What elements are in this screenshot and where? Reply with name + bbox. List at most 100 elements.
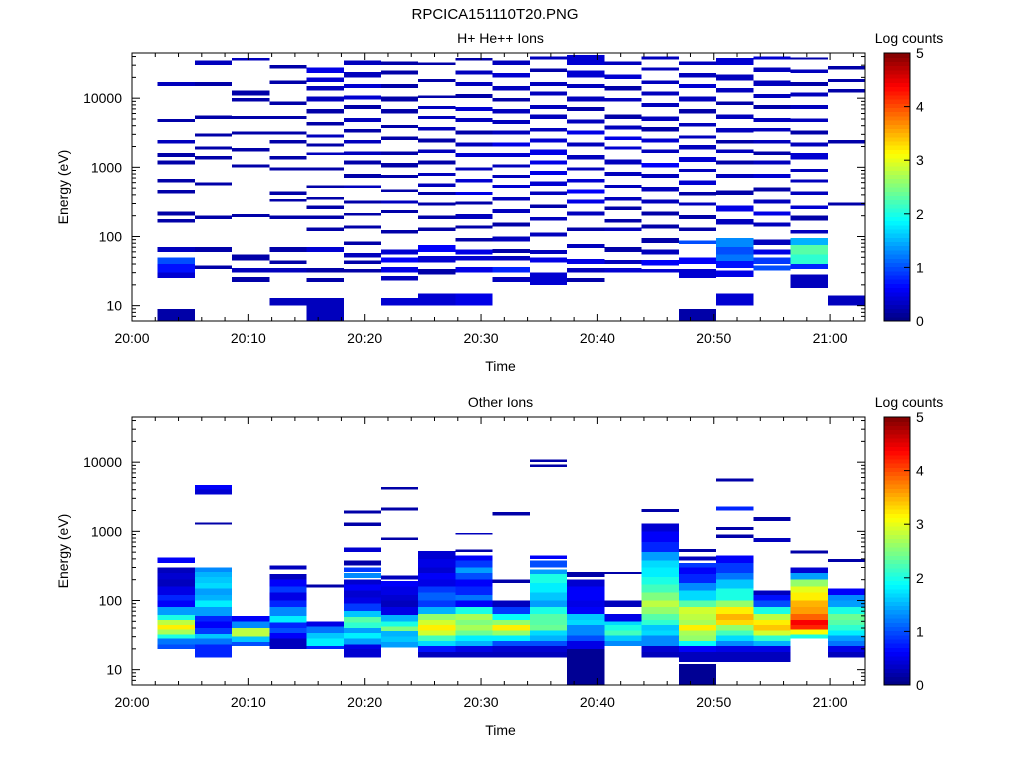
colorbar-step (884, 220, 910, 226)
heatmap-cell (157, 211, 195, 216)
heatmap-cell (567, 630, 605, 636)
heatmap-cell (232, 214, 270, 218)
heatmap-cell (343, 584, 381, 591)
heatmap-cell (827, 78, 865, 83)
heatmap-cell (492, 579, 530, 583)
heatmap-cell (604, 125, 642, 130)
heatmap-cell (492, 635, 530, 641)
heatmap-cell (194, 633, 233, 639)
heatmap-cell (343, 104, 381, 109)
heatmap-cell (492, 86, 530, 91)
heatmap-cell (455, 640, 493, 646)
colorbar-frame (883, 416, 911, 686)
heatmap-cell (418, 620, 456, 626)
colorbar-step (884, 312, 910, 318)
heatmap-cell (529, 68, 568, 72)
colorbar-step (884, 446, 910, 452)
colorbar-step (884, 496, 910, 502)
heatmap-cell (529, 635, 568, 641)
heatmap-cell (194, 247, 233, 252)
heatmap-cell (753, 56, 791, 60)
heatmap-cell (380, 600, 419, 608)
heatmap-cell (641, 560, 679, 568)
colorbar-step (884, 241, 910, 247)
heatmap-cell (455, 58, 493, 61)
heatmap-cell (567, 96, 605, 102)
heatmap-cell (790, 82, 828, 86)
heatmap-cell (716, 74, 754, 81)
heatmap-cell (567, 189, 605, 194)
heatmap-cell (716, 128, 754, 133)
heatmap-cell (343, 95, 381, 100)
heatmap-cell (194, 638, 233, 645)
heatmap-cell (790, 153, 828, 160)
colorbar-step (884, 534, 910, 540)
colorbar-step (884, 199, 910, 205)
colorbar-step (884, 521, 910, 527)
heatmap-cell (306, 143, 344, 147)
heatmap-cell (641, 584, 679, 593)
heatmap-cell (380, 537, 419, 540)
heatmap-cell (418, 227, 456, 232)
heatmap-cell (678, 108, 717, 114)
heatmap-cell (343, 579, 381, 585)
heatmap-cell (269, 116, 307, 119)
heatmap-cell (380, 163, 419, 168)
heatmap-cell (492, 645, 530, 652)
heatmap-cell (567, 199, 605, 204)
heatmap-cell (380, 631, 419, 637)
heatmap-cell (380, 229, 419, 234)
heatmap-cell (194, 621, 233, 629)
heatmap-cell (157, 264, 195, 273)
colorbar-step (884, 233, 910, 238)
colorbar-step (884, 90, 910, 96)
colorbar-step (884, 65, 910, 71)
heatmap-cell (604, 218, 642, 223)
heatmap-cell (194, 522, 233, 525)
colorbar-step (884, 182, 910, 188)
heatmap-cell (269, 131, 307, 135)
heatmap-cell (306, 584, 344, 588)
heatmap-cell (232, 164, 270, 168)
colorbar-step (884, 454, 910, 460)
heatmap-cell (641, 600, 679, 608)
colorbar-step (884, 622, 910, 627)
heatmap-cell (269, 139, 307, 144)
heatmap-cell (678, 600, 717, 608)
heatmap-cell (455, 586, 493, 596)
heatmap-cell (716, 247, 754, 255)
heatmap-cell (753, 151, 791, 156)
colorbar-step (884, 580, 910, 586)
x-tick-label: 20:40 (580, 330, 615, 346)
heatmap-cell (567, 600, 605, 608)
heatmap-cell (343, 547, 381, 553)
heatmap-cell (529, 574, 568, 583)
heatmap-cell (194, 484, 233, 490)
heatmap-cell (455, 579, 493, 587)
heatmap-cell (157, 257, 195, 265)
heatmap-cell (492, 607, 530, 614)
heatmap-cell (753, 93, 791, 99)
heatmap-cell (678, 630, 717, 636)
heatmap-cell (604, 146, 642, 150)
heatmap-cell (343, 510, 381, 514)
colorbar-step (884, 601, 910, 607)
heatmap-cell (418, 579, 456, 587)
heatmap-cell (716, 174, 754, 179)
heatmap-cell (455, 635, 493, 641)
heatmap-cell (529, 555, 568, 559)
heatmap-cell (269, 579, 307, 587)
colorbar-step (884, 458, 910, 464)
heatmap-cell (678, 625, 717, 631)
colorbar-step (884, 128, 910, 134)
heatmap-cell (790, 567, 828, 573)
heatmap-cell (529, 640, 568, 646)
heatmap-cell (753, 595, 791, 601)
heatmap-cell (529, 217, 568, 221)
heatmap-cell (343, 252, 381, 258)
heatmap-cell (641, 630, 679, 636)
colorbar-step (884, 421, 910, 426)
colorbar-step (884, 94, 910, 100)
heatmap-cell (790, 215, 828, 221)
heatmap-cell (678, 122, 717, 127)
